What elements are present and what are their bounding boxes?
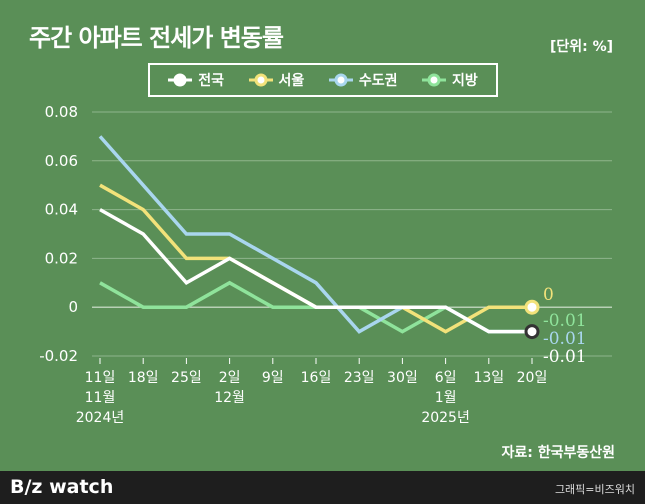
month-label: 12월	[214, 390, 245, 406]
end-label-수도권: -0.01	[543, 329, 587, 349]
footer-bar: B/z watch 그래픽=비즈워치	[0, 471, 645, 504]
y-tick-label: 0.02	[45, 249, 78, 267]
legend-label: 전국	[198, 73, 225, 89]
unit-label: [단위: %]	[549, 39, 613, 55]
y-tick-label: -0.02	[39, 347, 78, 365]
x-tick-label: 23일	[344, 370, 375, 386]
series-line-전국	[99, 208, 532, 334]
legend-swatch-수도권	[328, 73, 353, 87]
month-label: 1월	[435, 390, 457, 406]
x-tick-label: 11일	[85, 370, 116, 386]
x-tick-label: 20일	[517, 370, 548, 386]
legend-swatch-지방	[421, 73, 446, 87]
line-chart: 0.08 0.06 0.04 0.02 0 -0.02 11일 18일 25일 2일 9일 16일 23…	[39, 103, 612, 426]
legend-item-지방: 지방	[421, 70, 478, 90]
x-tick-label: 9일	[262, 370, 284, 386]
brand-logo: B/z watch	[10, 476, 114, 498]
legend-item-전국: 전국	[168, 70, 224, 90]
x-tick-label: 30일	[387, 370, 418, 386]
chart-title: 주간 아파트 전세가 변동률	[29, 24, 284, 52]
end-label-전국: -0.01	[543, 347, 587, 367]
legend-swatch-전국	[168, 73, 193, 87]
x-tick-label: 2일	[219, 370, 241, 386]
y-tick-label: 0.08	[45, 103, 78, 121]
y-tick-label: 0	[68, 298, 78, 316]
month-label: 11월	[85, 390, 116, 406]
y-tick-label: 0.06	[45, 152, 78, 170]
source-label: 자료: 한국부동산원	[501, 445, 615, 461]
legend: 전국 서울 수도권 지방	[148, 63, 498, 97]
x-tick-label: 16일	[301, 370, 332, 386]
x-tick-label: 13일	[473, 370, 504, 386]
end-marker-서울	[524, 299, 540, 315]
y-tick-label: 0.04	[45, 201, 78, 219]
legend-label: 지방	[451, 73, 478, 89]
legend-item-수도권: 수도권	[328, 70, 398, 90]
legend-label: 수도권	[358, 73, 398, 89]
end-label-지방: -0.01	[543, 311, 587, 331]
end-label-서울: 0	[543, 285, 554, 305]
x-tick-label: 6일	[435, 370, 457, 386]
year-label: 2024년	[76, 410, 125, 426]
legend-item-서울: 서울	[248, 70, 305, 90]
x-tick-label: 18일	[128, 370, 159, 386]
graphic-credit: 그래픽=비즈워치	[554, 483, 635, 496]
end-marker-전국	[524, 324, 540, 340]
legend-swatch-서울	[248, 73, 273, 87]
legend-label: 서울	[278, 73, 305, 89]
year-label: 2025년	[421, 410, 470, 426]
x-tick-label: 25일	[171, 370, 202, 386]
